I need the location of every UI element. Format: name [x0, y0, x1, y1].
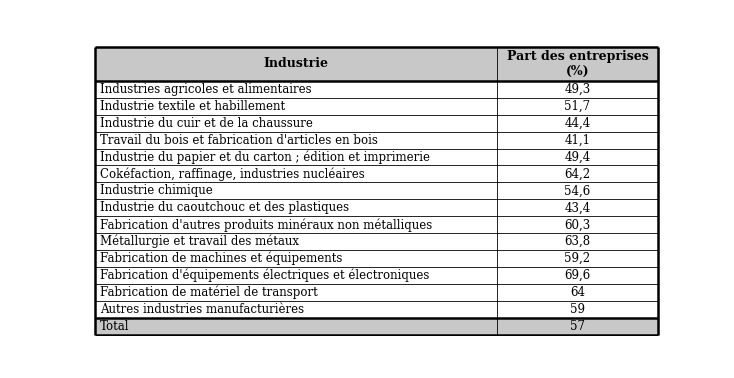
Text: Industries agricoles et alimentaires: Industries agricoles et alimentaires [101, 83, 312, 96]
Text: 64,2: 64,2 [564, 167, 591, 180]
Text: Industrie textile et habillement: Industrie textile et habillement [101, 100, 286, 113]
Bar [497, 318, 658, 335]
Bar [497, 233, 658, 250]
Bar [497, 301, 658, 318]
Bar [95, 47, 497, 81]
Bar [95, 267, 497, 284]
Bar [95, 166, 497, 183]
Text: 60,3: 60,3 [564, 218, 591, 231]
Bar [95, 301, 497, 318]
Bar [497, 267, 658, 284]
Text: 63,8: 63,8 [564, 235, 591, 248]
Text: 44,4: 44,4 [564, 116, 591, 130]
Bar [497, 250, 658, 267]
Text: Part des entreprises
(%): Part des entreprises (%) [506, 50, 648, 78]
Bar [497, 166, 658, 183]
Bar [497, 115, 658, 132]
Bar [497, 81, 658, 98]
Text: 59: 59 [570, 303, 585, 316]
Text: 57: 57 [570, 320, 585, 333]
Bar [95, 98, 497, 115]
Text: Métallurgie et travail des métaux: Métallurgie et travail des métaux [101, 235, 299, 248]
Bar [95, 233, 497, 250]
Bar [497, 98, 658, 115]
Text: 51,7: 51,7 [564, 100, 591, 113]
Bar [95, 81, 497, 98]
Text: Industrie chimique: Industrie chimique [101, 184, 213, 197]
Bar [497, 132, 658, 149]
Text: 49,4: 49,4 [564, 150, 591, 164]
Text: 54,6: 54,6 [564, 184, 591, 197]
Bar [497, 47, 658, 81]
Bar [95, 216, 497, 233]
Bar [497, 149, 658, 166]
Text: Cokéfaction, raffinage, industries nucléaires: Cokéfaction, raffinage, industries nuclé… [101, 167, 365, 181]
Text: Fabrication d'équipements électriques et électroniques: Fabrication d'équipements électriques et… [101, 269, 429, 282]
Bar [497, 199, 658, 216]
Bar [497, 284, 658, 301]
Bar [95, 318, 497, 335]
Bar [497, 216, 658, 233]
Bar [95, 183, 497, 199]
Bar [95, 132, 497, 149]
Bar [95, 250, 497, 267]
Text: 64: 64 [570, 286, 585, 299]
Text: Fabrication d'autres produits minéraux non métalliques: Fabrication d'autres produits minéraux n… [101, 218, 432, 232]
Bar [497, 183, 658, 199]
Text: Industrie du papier et du carton ; édition et imprimerie: Industrie du papier et du carton ; éditi… [101, 150, 430, 164]
Bar [95, 115, 497, 132]
Text: 69,6: 69,6 [564, 269, 591, 282]
Text: Total: Total [101, 320, 130, 333]
Text: Travail du bois et fabrication d'articles en bois: Travail du bois et fabrication d'article… [101, 133, 378, 147]
Bar [95, 199, 497, 216]
Text: 59,2: 59,2 [564, 252, 591, 265]
Text: Industrie: Industrie [264, 57, 328, 70]
Text: Industrie du caoutchouc et des plastiques: Industrie du caoutchouc et des plastique… [101, 201, 349, 214]
Text: 49,3: 49,3 [564, 83, 591, 96]
Text: Industrie du cuir et de la chaussure: Industrie du cuir et de la chaussure [101, 116, 313, 130]
Bar [95, 284, 497, 301]
Text: Fabrication de machines et équipements: Fabrication de machines et équipements [101, 252, 343, 265]
Text: 43,4: 43,4 [564, 201, 591, 214]
Text: 41,1: 41,1 [564, 133, 591, 147]
Text: Fabrication de matériel de transport: Fabrication de matériel de transport [101, 286, 318, 299]
Text: Autres industries manufacturières: Autres industries manufacturières [101, 303, 305, 316]
Bar [95, 149, 497, 166]
